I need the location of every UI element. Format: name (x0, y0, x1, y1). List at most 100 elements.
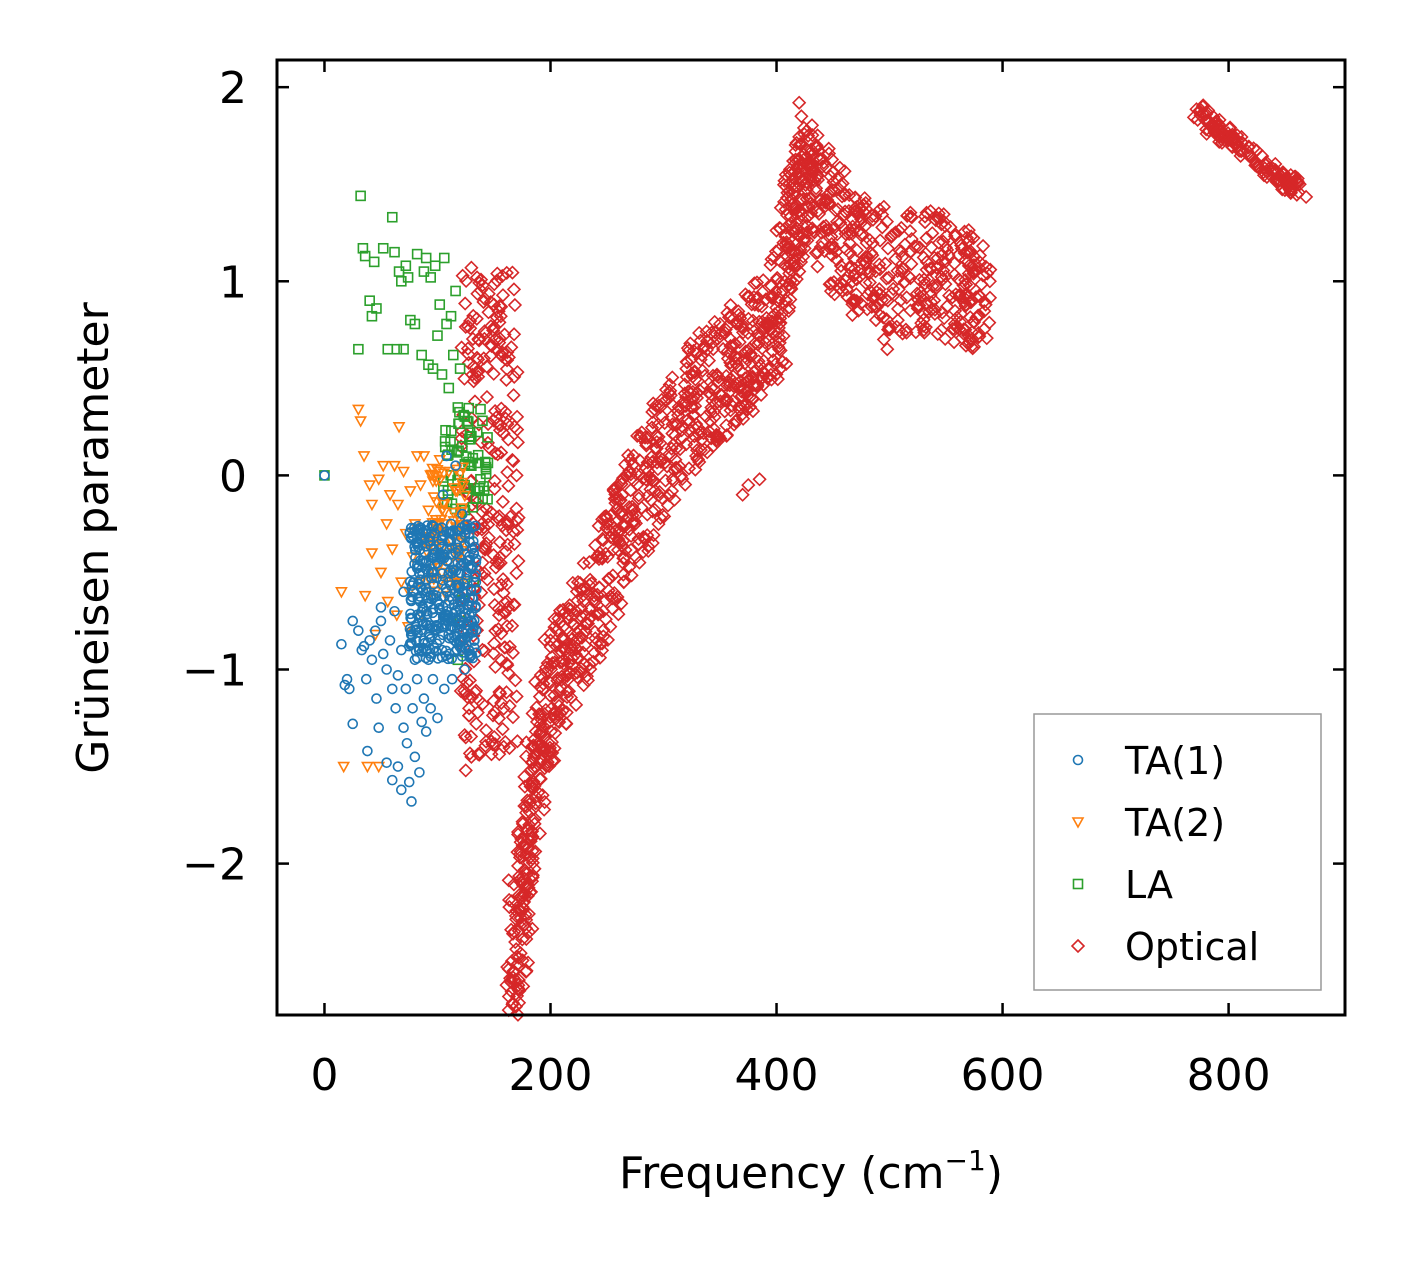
data-point-ta1 (457, 508, 468, 520)
data-point-la (445, 310, 457, 322)
data-point-optical (510, 734, 525, 749)
data-point-optical (664, 483, 680, 499)
data-point-optical (818, 195, 833, 210)
data-point-optical (784, 191, 799, 207)
data-point-ta2 (430, 464, 444, 477)
data-point-optical (724, 309, 739, 324)
data-point-optical (797, 185, 813, 200)
data-point-optical (463, 729, 479, 744)
data-point-optical (900, 208, 915, 223)
data-point-ta2 (456, 480, 470, 493)
data-point-optical (551, 707, 566, 722)
data-point-ta1 (370, 625, 381, 636)
data-point-ta1 (471, 584, 482, 595)
data-point-optical (696, 425, 711, 441)
data-point-optical (923, 204, 938, 219)
data-point-optical (539, 758, 554, 774)
data-point-optical (872, 257, 887, 272)
data-point-ta1 (381, 664, 392, 675)
data-point-la (464, 431, 476, 443)
data-point-optical (854, 212, 869, 227)
data-point-ta1 (436, 644, 448, 656)
data-point-ta1 (446, 673, 458, 685)
data-point-optical (567, 635, 582, 650)
data-point-optical (504, 618, 520, 633)
data-point-optical (945, 290, 960, 305)
data-point-optical (474, 585, 489, 600)
data-point-ta1 (371, 693, 382, 704)
data-point-ta2 (447, 507, 460, 520)
data-point-optical (909, 286, 925, 301)
data-point-optical (515, 838, 530, 853)
data-point-ta1 (418, 635, 429, 646)
data-point-ta1 (425, 703, 437, 714)
data-point-optical (493, 309, 508, 324)
data-point-optical (846, 251, 862, 266)
data-point-optical (916, 288, 931, 304)
data-point-optical (492, 550, 508, 565)
data-point-optical (622, 559, 637, 575)
data-point-optical (919, 230, 934, 246)
data-point-optical (822, 277, 837, 292)
data-point-optical (956, 322, 971, 337)
data-point-ta1 (406, 796, 417, 807)
data-point-optical (709, 367, 725, 382)
data-point-ta1 (398, 722, 409, 734)
data-point-ta1 (426, 572, 437, 584)
data-point-optical (818, 160, 834, 175)
data-point-optical (751, 335, 767, 350)
data-point-optical (934, 217, 949, 232)
legend-marker-ta1 (1072, 754, 1084, 766)
data-point-optical (515, 890, 530, 906)
data-point-optical (490, 510, 505, 525)
data-point-ta2 (365, 499, 379, 512)
data-point-optical (497, 327, 512, 342)
data-point-optical (789, 221, 805, 237)
data-point-ta1 (408, 522, 420, 534)
data-point-optical (1230, 136, 1245, 151)
data-point-optical (648, 440, 663, 456)
data-point-optical (904, 256, 919, 272)
data-point-optical (490, 416, 506, 432)
data-point-optical (487, 277, 502, 292)
data-point-optical (616, 575, 631, 590)
data-point-optical (504, 894, 519, 909)
data-point-la (434, 299, 446, 310)
data-point-optical (872, 202, 887, 217)
data-point-ta1 (456, 612, 467, 623)
data-point-optical (505, 452, 520, 468)
data-point-ta1 (386, 774, 398, 786)
data-point-optical (876, 310, 891, 325)
data-point-optical (675, 430, 690, 445)
data-point-ta1 (437, 550, 449, 562)
data-point-optical (494, 445, 509, 460)
data-point-optical (568, 603, 583, 619)
data-point-optical (672, 441, 688, 457)
data-point-optical (500, 465, 515, 480)
data-point-ta2 (374, 567, 388, 580)
data-point-optical (630, 428, 645, 443)
data-point-la (377, 242, 389, 254)
data-point-ta1 (358, 640, 370, 652)
data-point-ta1 (434, 547, 446, 559)
data-point-optical (980, 266, 995, 281)
data-point-optical (652, 484, 667, 500)
data-point-optical (486, 547, 501, 563)
data-point-ta2 (392, 422, 406, 434)
data-point-optical (473, 272, 489, 287)
data-point-ta1 (377, 648, 389, 660)
data-point-la (389, 246, 400, 258)
data-point-optical (827, 240, 842, 255)
data-point-optical (626, 448, 641, 463)
data-point-optical (469, 716, 484, 731)
data-point-ta1 (389, 605, 400, 617)
data-point-ta1 (426, 567, 438, 578)
data-point-optical (457, 727, 472, 743)
data-point-optical (551, 698, 567, 714)
data-point-ta1 (414, 767, 425, 778)
data-point-ta1 (452, 545, 464, 556)
data-point-optical (689, 346, 704, 361)
data-point-optical (509, 949, 524, 964)
data-point-optical (875, 220, 890, 235)
data-point-optical (558, 716, 574, 731)
